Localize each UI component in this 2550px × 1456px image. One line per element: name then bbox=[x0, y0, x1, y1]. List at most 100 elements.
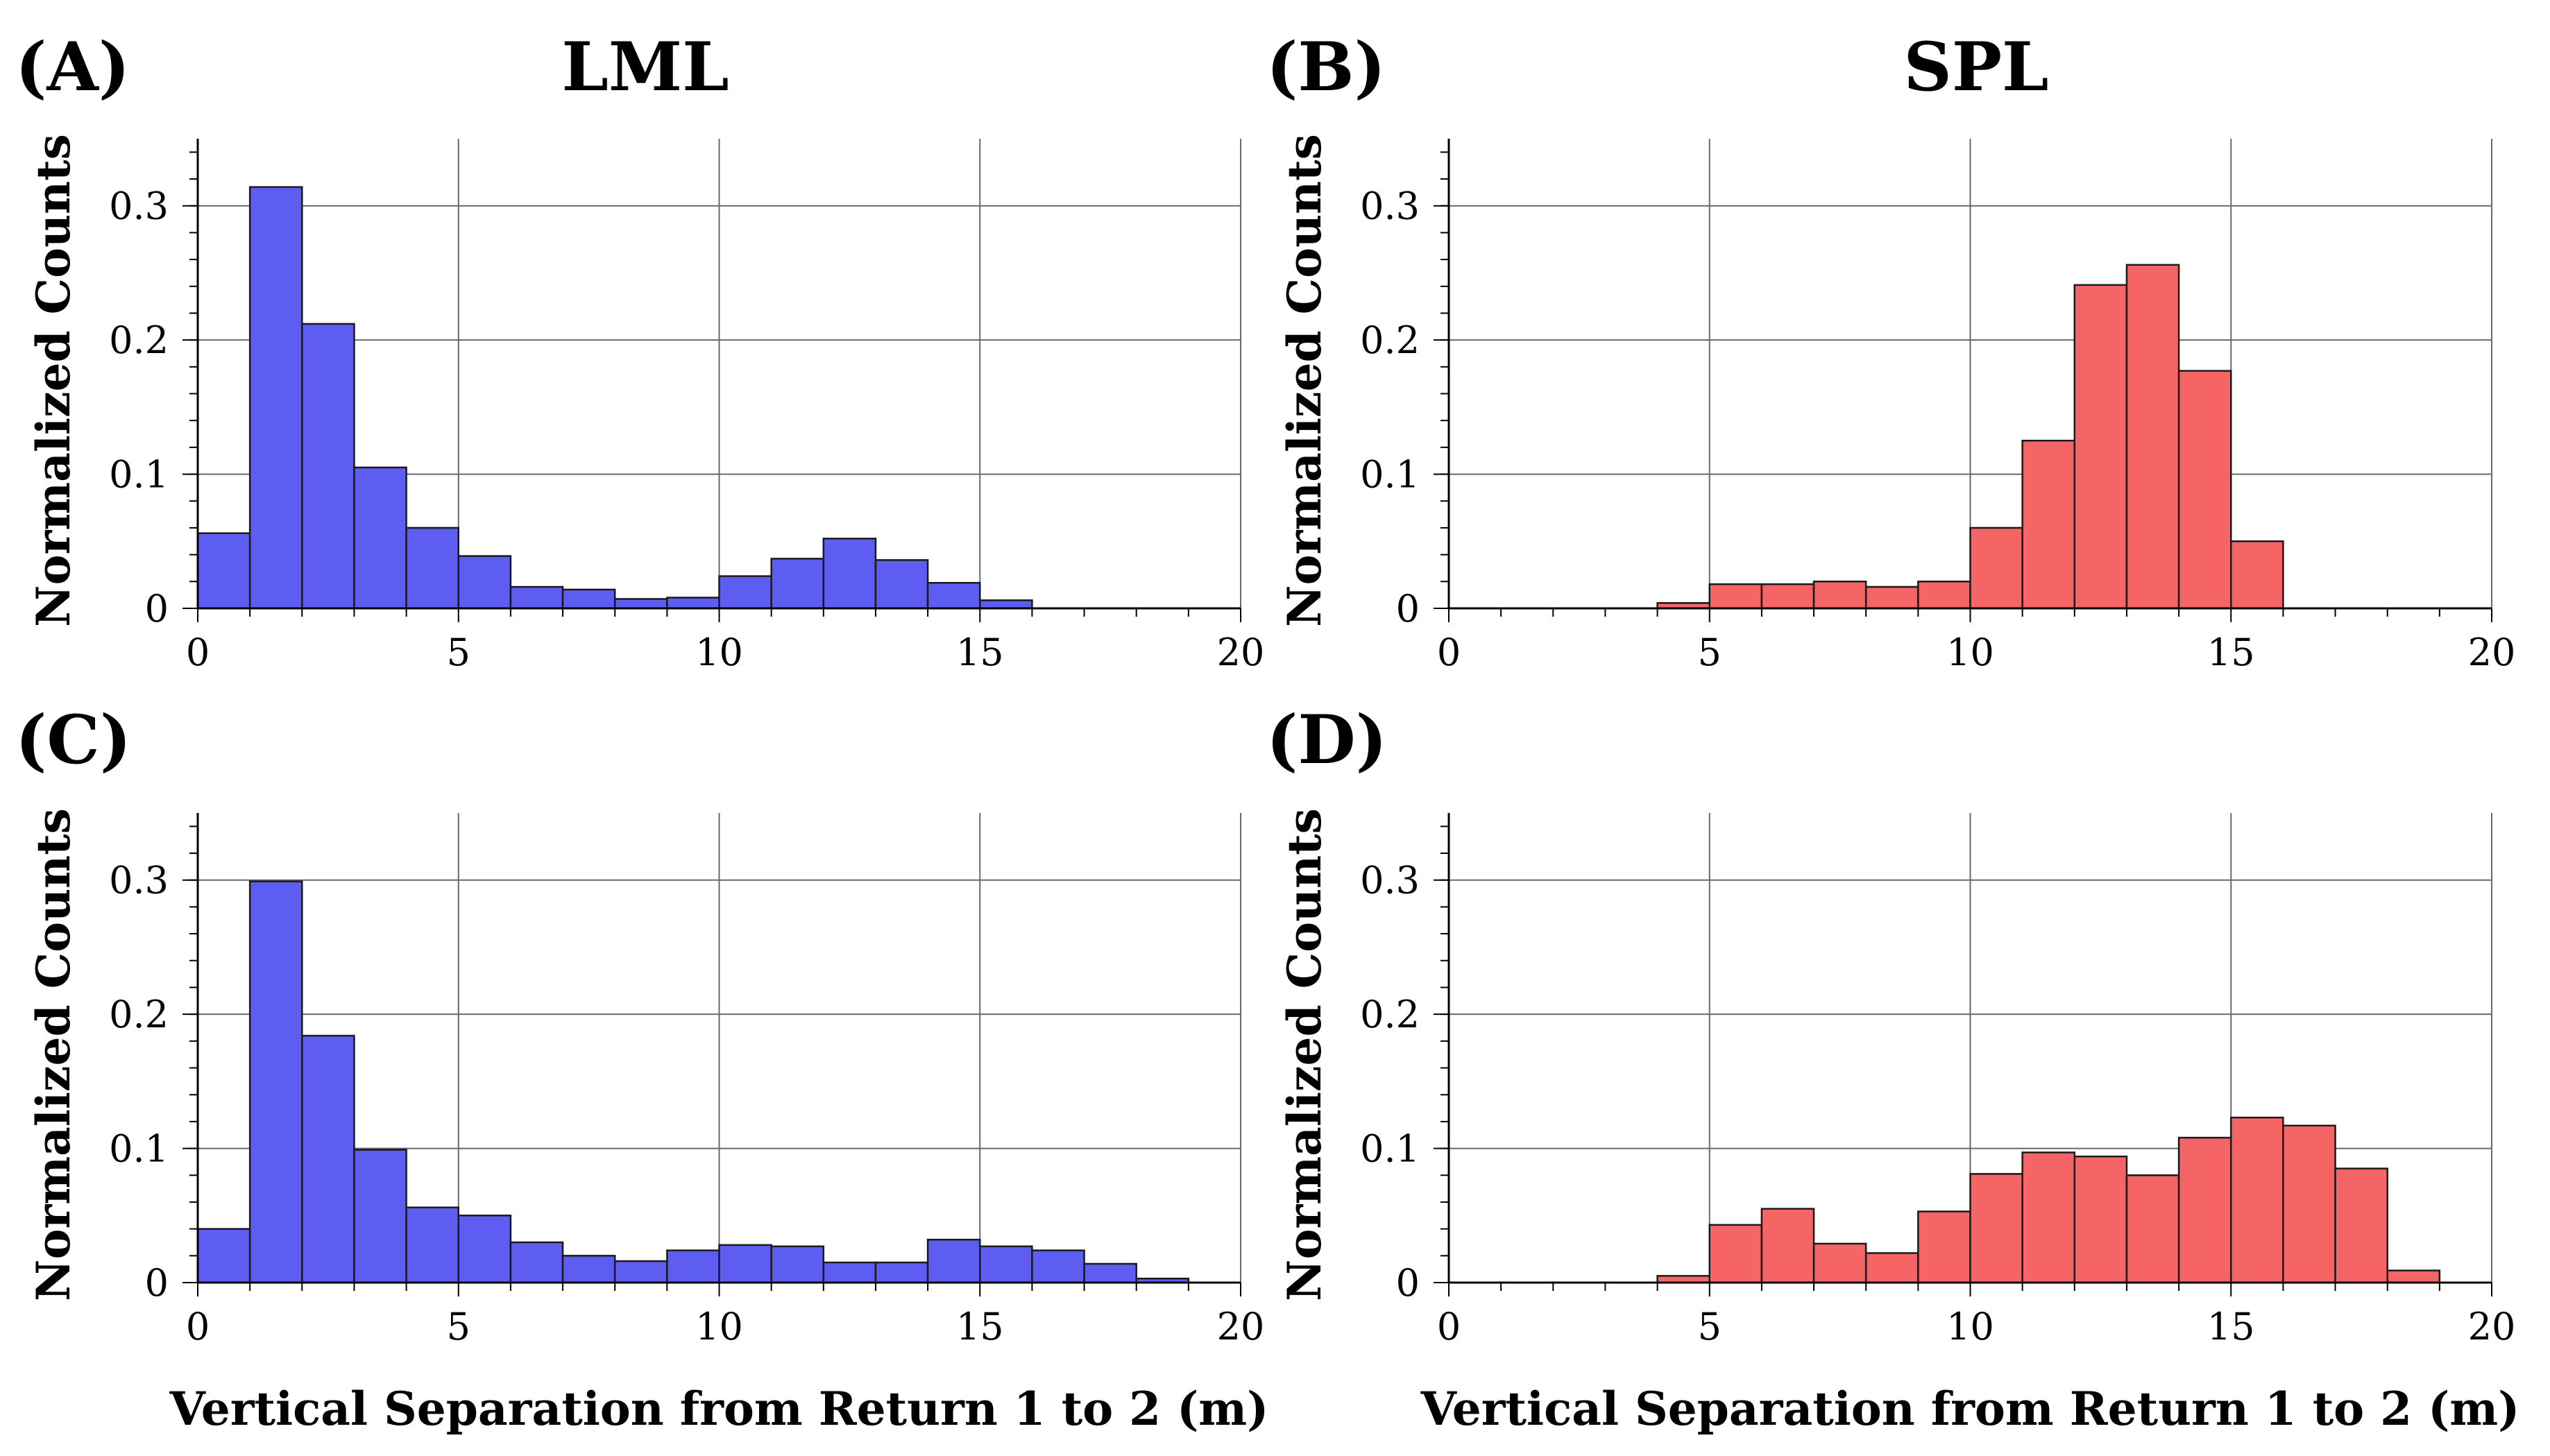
y-tick-label: 0.2 bbox=[109, 993, 169, 1036]
y-tick-label: 0.1 bbox=[1360, 1127, 1420, 1171]
y-tick-label: 0.2 bbox=[109, 318, 169, 362]
histogram-bar bbox=[2334, 1167, 2388, 1284]
x-tick-label: 0 bbox=[1437, 1305, 1461, 1348]
histogram-bar bbox=[1812, 1242, 1867, 1284]
histogram-bar bbox=[561, 1255, 616, 1284]
y-tick-label: 0 bbox=[1396, 587, 1420, 631]
panel-label: (A) bbox=[15, 28, 130, 106]
histogram-bar bbox=[248, 880, 303, 1284]
y-tick-label: 0.3 bbox=[1360, 859, 1420, 902]
histogram-bar bbox=[2021, 439, 2076, 610]
histogram-bar bbox=[196, 532, 251, 610]
x-tick-label: 15 bbox=[956, 631, 1004, 674]
x-tick-label: 5 bbox=[1698, 631, 1722, 674]
histogram-bar bbox=[2230, 540, 2284, 610]
histogram-bar bbox=[2282, 1124, 2336, 1284]
x-axis-label: Vertical Separation from Return 1 to 2 (… bbox=[1420, 1382, 2520, 1436]
histogram-bar bbox=[926, 581, 981, 610]
histogram-bar bbox=[1812, 581, 1867, 610]
y-tick-label: 0 bbox=[1396, 1261, 1420, 1305]
histogram-bar bbox=[718, 1244, 772, 1284]
histogram-bar bbox=[2125, 1174, 2180, 1284]
histogram-bar bbox=[1917, 581, 1971, 610]
x-tick-label: 15 bbox=[2207, 631, 2255, 674]
x-tick-label: 5 bbox=[447, 1305, 470, 1348]
histogram-bar bbox=[405, 526, 459, 610]
histogram-bar bbox=[1969, 1173, 2023, 1284]
x-tick-label: 10 bbox=[1946, 631, 1994, 674]
y-tick-label: 0.1 bbox=[109, 1127, 169, 1171]
panel-label: (B) bbox=[1266, 28, 1386, 106]
histogram-bar bbox=[2230, 1116, 2284, 1284]
histogram-bar bbox=[353, 466, 407, 610]
histogram-bar bbox=[926, 1238, 981, 1284]
histogram-bar bbox=[874, 1261, 929, 1284]
panel-a: (A) LML 0 5 10 15 20 0 0.1 0.2 0.3 Normalized Count… bbox=[15, 28, 1264, 674]
histogram-bar bbox=[666, 1249, 720, 1284]
histogram-bar bbox=[509, 585, 564, 610]
x-tick-label: 10 bbox=[1946, 1305, 1994, 1348]
histogram-bar bbox=[509, 1241, 564, 1284]
y-tick-label: 0.2 bbox=[1360, 993, 1420, 1036]
y-tick-label: 0.3 bbox=[109, 185, 169, 228]
panel-label: (C) bbox=[15, 701, 131, 779]
histogram-bar bbox=[2073, 284, 2128, 610]
histogram-bar bbox=[196, 1228, 251, 1284]
histogram-bar bbox=[1083, 1262, 1137, 1284]
histogram-bar bbox=[874, 559, 929, 610]
histogram-bar bbox=[1760, 1208, 1815, 1284]
histogram-bar bbox=[248, 186, 303, 610]
y-axis-label: Normalized Counts bbox=[26, 808, 80, 1301]
y-axis-label: Normalized Counts bbox=[1277, 808, 1332, 1301]
histogram-bar bbox=[301, 323, 355, 610]
panel-d: (D) 0 5 10 15 20 0 0.1 0.2 0.3 Normalized Counts Ve… bbox=[1266, 701, 2519, 1436]
histogram-bar bbox=[822, 1261, 877, 1284]
histogram-bar bbox=[1760, 583, 1815, 610]
histogram-bar bbox=[1969, 526, 2023, 610]
histogram-bar bbox=[353, 1149, 407, 1284]
x-tick-label: 5 bbox=[1698, 1305, 1722, 1348]
histogram-bar bbox=[979, 599, 1033, 610]
chart-title: SPL bbox=[1903, 28, 2048, 106]
panel-b: (B) SPL 0 5 10 15 20 0 0.1 0.2 0.3 Normalized Count… bbox=[1266, 28, 2515, 674]
histogram-bar bbox=[405, 1206, 459, 1284]
x-tick-label: 0 bbox=[186, 631, 210, 674]
panel-c: (C) 0 5 10 15 20 0 0.1 0.2 0.3 Normalized Counts Ve… bbox=[15, 701, 1268, 1436]
histogram-bar bbox=[2177, 1136, 2232, 1284]
x-tick-label: 5 bbox=[447, 631, 470, 674]
x-tick-label: 0 bbox=[1437, 631, 1461, 674]
histogram-bar bbox=[1864, 1252, 1919, 1284]
panel-label: (D) bbox=[1266, 701, 1387, 779]
y-tick-label: 0.3 bbox=[1360, 185, 1420, 228]
histogram-bar bbox=[301, 1034, 355, 1284]
chart-title: LML bbox=[561, 28, 729, 106]
x-tick-label: 20 bbox=[1217, 631, 1265, 674]
x-axis-label: Vertical Separation from Return 1 to 2 (… bbox=[169, 1382, 1269, 1436]
x-tick-label: 15 bbox=[2207, 1305, 2255, 1348]
histogram-bar bbox=[613, 598, 668, 610]
histogram-bar bbox=[1708, 583, 1763, 610]
x-tick-label: 20 bbox=[2468, 631, 2516, 674]
histogram-bar bbox=[561, 588, 616, 610]
y-axis-label: Normalized Counts bbox=[1277, 134, 1332, 627]
histogram-bar bbox=[718, 575, 772, 610]
histogram-bar bbox=[770, 1245, 825, 1284]
histogram-bar bbox=[1708, 1224, 1763, 1284]
histogram-bar bbox=[1864, 585, 1919, 610]
x-tick-label: 10 bbox=[695, 1305, 743, 1348]
histogram-bar bbox=[979, 1245, 1033, 1284]
histogram-bar bbox=[2125, 264, 2180, 610]
y-axis-label: Normalized Counts bbox=[26, 134, 80, 627]
histogram-bar bbox=[1917, 1210, 1971, 1284]
y-tick-label: 0 bbox=[145, 1261, 169, 1305]
y-tick-label: 0.3 bbox=[109, 859, 169, 902]
x-tick-label: 20 bbox=[1217, 1305, 1265, 1348]
histogram-bar bbox=[457, 1215, 512, 1284]
histogram-bar bbox=[770, 558, 825, 610]
histogram-bar bbox=[613, 1260, 668, 1284]
y-tick-label: 0.1 bbox=[1360, 453, 1420, 497]
y-tick-label: 0 bbox=[145, 587, 169, 631]
x-tick-label: 10 bbox=[695, 631, 743, 674]
histogram-bar bbox=[2021, 1151, 2076, 1284]
